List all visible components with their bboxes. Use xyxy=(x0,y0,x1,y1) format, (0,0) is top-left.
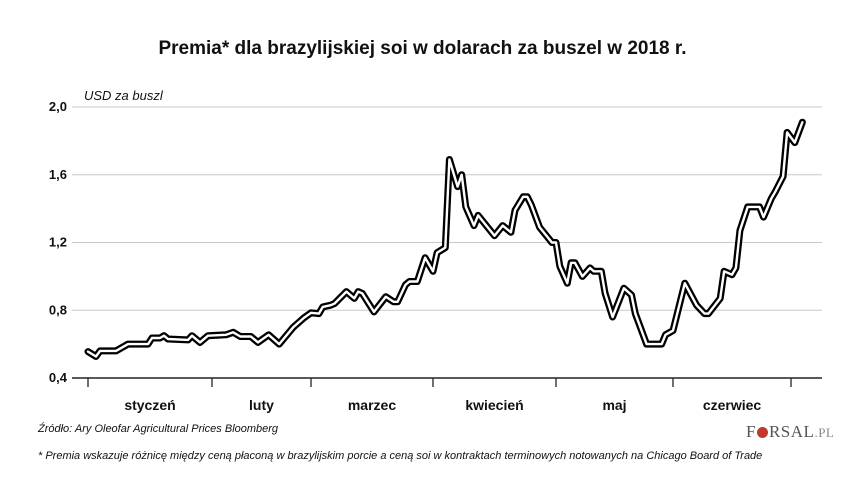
y-tick-label: 2,0 xyxy=(49,99,67,114)
x-tick-label: kwiecień xyxy=(465,397,523,413)
y-axis-label: USD za buszl xyxy=(84,88,163,103)
y-tick-label: 1,6 xyxy=(49,167,67,182)
y-tick-label: 1,2 xyxy=(49,235,67,250)
source-note: Źródło: Ary Oleofar Agricultural Prices … xyxy=(38,423,279,435)
logo-globe-icon xyxy=(756,427,768,438)
x-tick-label: marzec xyxy=(348,397,396,413)
forsal-logo: F RSAL.PL xyxy=(746,422,835,441)
y-tick-label: 0,8 xyxy=(49,302,67,317)
x-tick-label: maj xyxy=(602,397,626,413)
y-tick-label: 0,4 xyxy=(49,370,68,385)
x-tick-label: styczeń xyxy=(124,397,175,413)
chart-title: Premia* dla brazylijskiej soi w dolarach… xyxy=(158,38,687,59)
x-tick-label: luty xyxy=(249,397,274,413)
x-tick-label: czerwiec xyxy=(703,397,762,413)
footnote: * Premia wskazuje różnicę między ceną pł… xyxy=(38,450,763,462)
series-line-inner xyxy=(86,120,804,358)
